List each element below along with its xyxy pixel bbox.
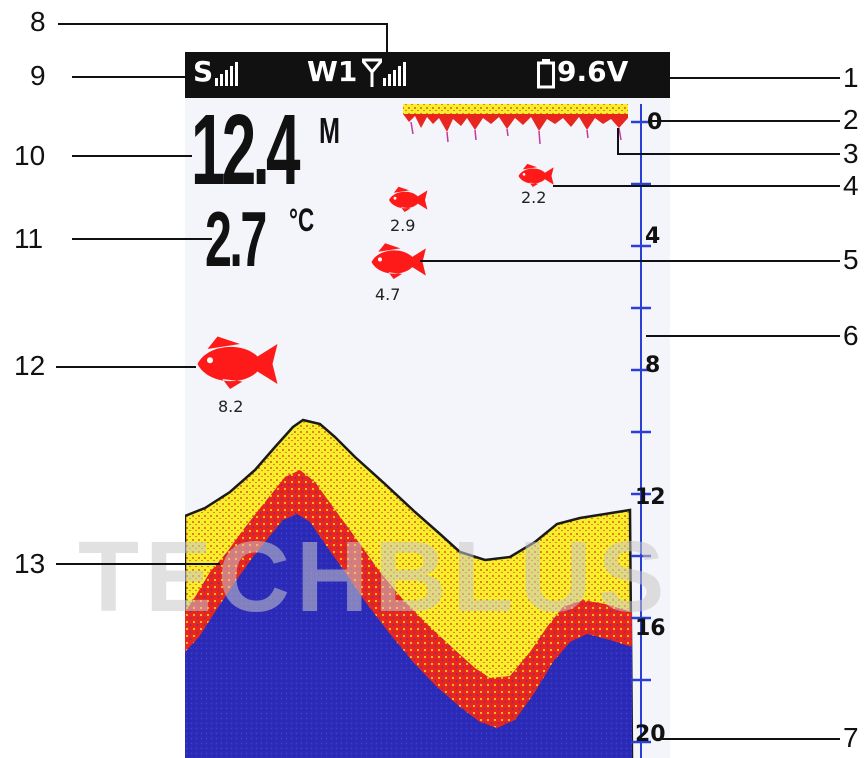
callout-leader xyxy=(617,128,619,154)
callout-number: 12 xyxy=(14,350,46,381)
fish-icon xyxy=(389,186,428,212)
callout-leader xyxy=(654,738,840,740)
depth-readout: 12.4 xyxy=(191,94,301,206)
fish-icon xyxy=(371,243,426,279)
fish-size-label: 2.9 xyxy=(390,216,416,235)
callout-leader xyxy=(640,77,840,79)
fish-size-label: 2.2 xyxy=(521,188,547,207)
callout-number: 5 xyxy=(843,244,859,275)
callout-number: 11 xyxy=(14,223,44,254)
callout-number: 13 xyxy=(14,548,46,579)
callout-number: 8 xyxy=(30,6,46,37)
callout-leader xyxy=(72,155,192,157)
antenna-icon xyxy=(362,58,382,87)
depth-tick-label: 16 xyxy=(635,616,666,641)
fish-size-label: 8.2 xyxy=(218,397,244,416)
callout-leader xyxy=(56,563,220,565)
callout-number: 4 xyxy=(843,170,859,201)
callout-leader xyxy=(56,366,196,368)
sonar-signal-bars-icon xyxy=(215,62,241,86)
depth-tick-label: 4 xyxy=(645,224,661,249)
battery-voltage: 9.6V xyxy=(557,55,629,88)
fish-size-label: 4.7 xyxy=(375,285,401,304)
sonar-screen: S W1 9.6V xyxy=(185,52,670,758)
fish-targets xyxy=(197,163,554,389)
watermark-text: TECHBLUS xyxy=(78,521,671,633)
depth-tick-label: 20 xyxy=(635,722,666,747)
callout-number: 7 xyxy=(843,722,859,753)
callout-leader xyxy=(58,23,388,25)
callout-leader xyxy=(646,335,840,337)
temperature-readout: 2.7 xyxy=(205,195,267,283)
callout-leader xyxy=(72,238,212,240)
temperature-unit: °C xyxy=(289,202,315,238)
depth-unit: M xyxy=(319,110,340,151)
status-bar: S W1 9.6V xyxy=(185,52,670,98)
depth-scale xyxy=(631,104,651,758)
sonar-signal-label: S xyxy=(193,55,214,88)
callout-leader xyxy=(386,23,388,59)
depth-tick-label: 0 xyxy=(647,110,663,135)
bottom-echo xyxy=(185,418,634,758)
fish-icon xyxy=(197,336,278,389)
callout-leader xyxy=(420,260,840,262)
callout-number: 2 xyxy=(843,104,859,135)
sonar-display xyxy=(185,104,651,758)
battery-icon xyxy=(537,59,555,89)
surface-clutter xyxy=(403,104,628,145)
callout-number: 1 xyxy=(843,62,859,93)
callout-leader xyxy=(553,185,840,187)
callout-number: 9 xyxy=(30,60,46,91)
callout-leader xyxy=(648,120,840,122)
fish-icon xyxy=(518,163,554,187)
wireless-signal-bars-icon xyxy=(383,62,409,86)
callout-number: 6 xyxy=(843,320,859,351)
depth-tick-label: 8 xyxy=(645,353,661,378)
callout-leader xyxy=(617,153,840,155)
depth-tick-label: 12 xyxy=(635,485,666,510)
wireless-channel-label: W1 xyxy=(307,55,358,88)
callout-number: 3 xyxy=(843,138,859,169)
callout-leader xyxy=(72,76,192,78)
callout-number: 10 xyxy=(14,140,46,171)
